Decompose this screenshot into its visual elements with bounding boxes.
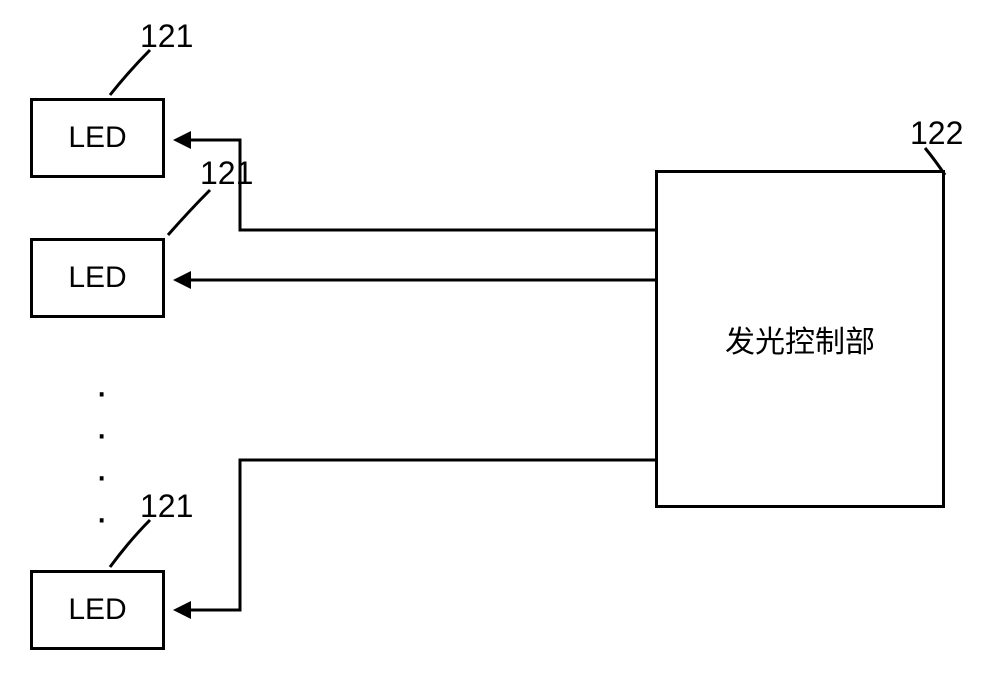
leader-led2 xyxy=(168,190,210,235)
led-box-2-label: LED xyxy=(68,261,126,295)
led-box-3: LED xyxy=(30,570,165,650)
ref-label-controller: 122 xyxy=(910,115,963,152)
wire-led1 xyxy=(185,140,655,230)
led-box-3-label: LED xyxy=(68,593,126,627)
led-box-2: LED xyxy=(30,238,165,318)
ellipsis-dots: ···· xyxy=(95,380,108,530)
wire-led3 xyxy=(185,460,655,610)
ref-label-led1: 121 xyxy=(140,18,193,55)
diagram-canvas: LED 121 LED 121 ···· LED 121 发光控制部 122 xyxy=(0,0,1000,682)
controller-label: 发光控制部 xyxy=(725,317,875,361)
led-box-1: LED xyxy=(30,98,165,178)
leader-led3 xyxy=(110,520,150,567)
controller-box: 发光控制部 xyxy=(655,170,945,508)
ref-label-led2: 121 xyxy=(200,155,253,192)
leader-led1 xyxy=(110,50,150,95)
ref-label-led3: 121 xyxy=(140,488,193,525)
led-box-1-label: LED xyxy=(68,121,126,155)
